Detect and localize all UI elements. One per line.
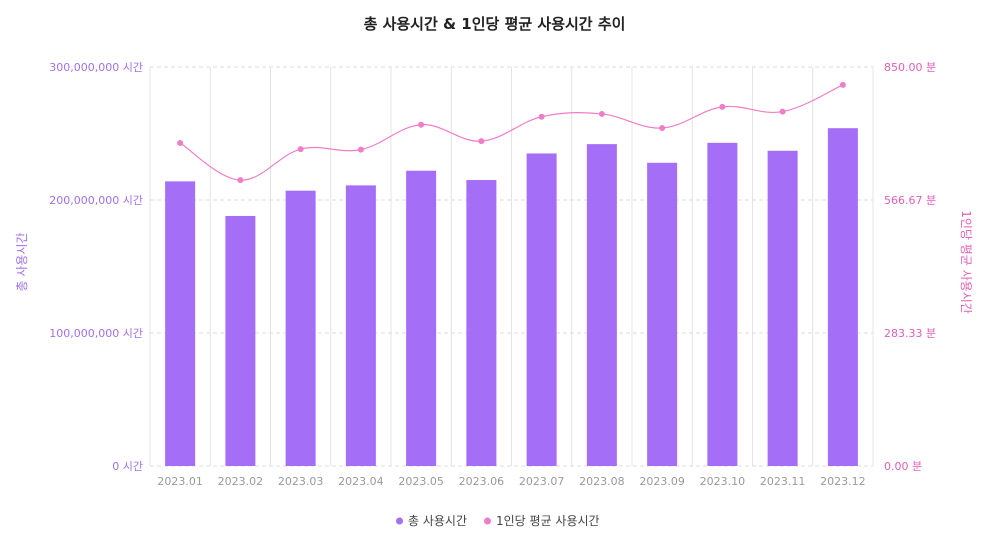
x-tick-label: 2023.11 xyxy=(760,475,806,488)
x-tick-label: 2023.05 xyxy=(398,475,444,488)
line-point[interactable] xyxy=(478,138,485,145)
bar[interactable] xyxy=(345,185,376,466)
y-axis-left-label: 총 사용시간 xyxy=(15,232,29,291)
x-tick-label: 2023.03 xyxy=(278,475,324,488)
y-tick-left-label: 300,000,000 시간 xyxy=(49,61,143,74)
line-point[interactable] xyxy=(779,108,786,115)
legend: 총 사용시간 1인당 평균 사용시간 xyxy=(396,514,600,528)
legend-swatch-bar[interactable] xyxy=(396,517,403,525)
bar[interactable] xyxy=(827,128,858,466)
legend-swatch-line[interactable] xyxy=(484,517,491,525)
x-tick-label: 2023.08 xyxy=(579,475,625,488)
x-tick-label: 2023.09 xyxy=(639,475,685,488)
bar[interactable] xyxy=(406,170,437,467)
x-tick-label: 2023.01 xyxy=(157,475,203,488)
bar-layer xyxy=(165,128,858,467)
bar[interactable] xyxy=(647,162,678,466)
line-point[interactable] xyxy=(418,121,425,128)
x-tick-label: 2023.10 xyxy=(700,475,746,488)
y-tick-right-label: 283.33 분 xyxy=(884,327,936,340)
line-point[interactable] xyxy=(659,125,666,132)
line-point[interactable] xyxy=(538,113,545,120)
line-point[interactable] xyxy=(598,110,605,117)
line-point[interactable] xyxy=(297,146,304,153)
y-tick-right-label: 566.67 분 xyxy=(884,194,936,207)
bar[interactable] xyxy=(526,153,557,466)
y-tick-right-label: 850.00 분 xyxy=(884,61,936,74)
x-tick-label: 2023.07 xyxy=(519,475,565,488)
bar[interactable] xyxy=(225,215,256,466)
y-axis-right-label: 1인당 평균 사용시간 xyxy=(959,210,973,314)
x-tick-label: 2023.04 xyxy=(338,475,384,488)
bar[interactable] xyxy=(767,150,798,467)
tick-layer: 0 시간 0.00 분 100,000,000 시간 283.33 분 200,000,… xyxy=(49,61,936,488)
chart-title: 총 사용시간 & 1인당 평균 사용시간 추이 xyxy=(364,15,626,33)
y-tick-right-label: 0.00 분 xyxy=(884,460,922,473)
line-point[interactable] xyxy=(237,177,244,184)
series-line xyxy=(179,84,844,181)
y-tick-left-label: 0 시간 xyxy=(112,460,143,473)
line-point[interactable] xyxy=(839,81,846,88)
grid-layer xyxy=(149,66,874,467)
line-point[interactable] xyxy=(177,140,184,147)
x-tick-label: 2023.02 xyxy=(218,475,264,488)
bar[interactable] xyxy=(285,190,316,466)
bar[interactable] xyxy=(586,144,617,466)
line-layer xyxy=(177,81,846,184)
x-tick-label: 2023.12 xyxy=(820,475,866,488)
legend-label-bar[interactable]: 총 사용시간 xyxy=(408,514,467,528)
line-point[interactable] xyxy=(357,146,364,153)
bar[interactable] xyxy=(165,181,196,466)
x-tick-label: 2023.06 xyxy=(459,475,505,488)
y-tick-left-label: 100,000,000 시간 xyxy=(49,327,143,340)
bar[interactable] xyxy=(466,180,497,467)
line-point[interactable] xyxy=(719,103,726,110)
bar[interactable] xyxy=(707,142,738,466)
y-tick-left-label: 200,000,000 시간 xyxy=(49,194,143,207)
legend-label-line[interactable]: 1인당 평균 사용시간 xyxy=(496,514,600,528)
